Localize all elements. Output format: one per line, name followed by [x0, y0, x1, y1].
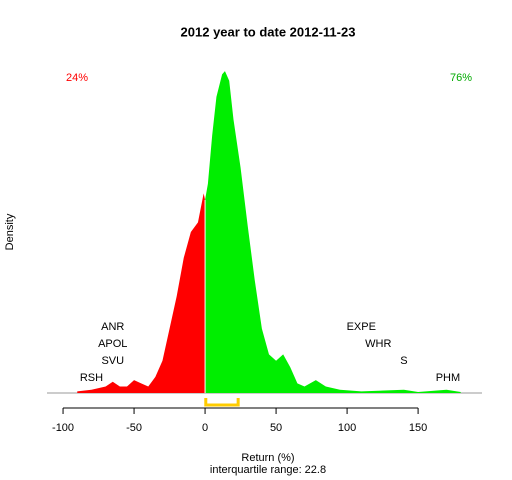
share-label: 76%	[450, 72, 472, 84]
x-tick-label: 150	[409, 422, 427, 434]
x-axis-label: Return (%)	[241, 452, 294, 464]
ticker-label: WHR	[365, 338, 391, 350]
density-area	[77, 193, 206, 393]
ticker-label: APOL	[98, 338, 127, 350]
x-tick-label: 100	[338, 422, 356, 434]
ticker-label: S	[400, 355, 407, 367]
share-label: 24%	[66, 72, 88, 84]
x-tick-label: -100	[52, 422, 74, 434]
ticker-label: PHM	[436, 372, 460, 384]
subtitle: interquartile range: 22.8	[210, 464, 326, 476]
x-tick-label: 0	[202, 422, 208, 434]
y-axis-label: Density	[4, 213, 16, 250]
ticker-label: RSH	[80, 372, 103, 384]
x-tick-label: 50	[270, 422, 282, 434]
ticker-label: EXPE	[347, 321, 376, 333]
density-area	[205, 71, 461, 393]
ticker-label: SVU	[101, 355, 124, 367]
ticker-label: ANR	[101, 321, 124, 333]
chart-title: 2012 year to date 2012-11-23	[181, 24, 356, 39]
x-tick-label: -50	[126, 422, 142, 434]
iqr-bracket	[204, 398, 240, 407]
